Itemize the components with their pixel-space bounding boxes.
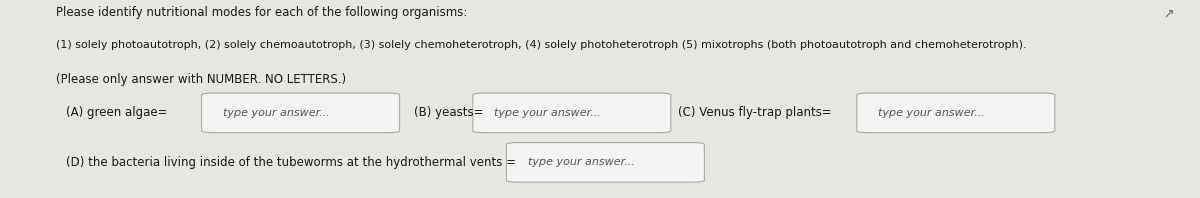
Text: (D) the bacteria living inside of the tubeworms at the hydrothermal vents =: (D) the bacteria living inside of the tu… <box>66 156 516 169</box>
FancyBboxPatch shape <box>202 93 400 133</box>
Text: ↗: ↗ <box>1163 8 1174 21</box>
Text: (C) Venus fly-trap plants=: (C) Venus fly-trap plants= <box>678 106 832 119</box>
Text: type your answer...: type your answer... <box>528 157 635 167</box>
FancyBboxPatch shape <box>506 143 704 182</box>
Text: (1) solely photoautotroph, (2) solely chemoautotroph, (3) solely chemoheterotrop: (1) solely photoautotroph, (2) solely ch… <box>56 40 1027 50</box>
Text: (B) yeasts=: (B) yeasts= <box>414 106 484 119</box>
Text: (A) green algae=: (A) green algae= <box>66 106 168 119</box>
Text: Please identify nutritional modes for each of the following organisms:: Please identify nutritional modes for ea… <box>56 6 468 19</box>
Text: type your answer...: type your answer... <box>878 108 985 118</box>
Text: type your answer...: type your answer... <box>494 108 601 118</box>
Text: (Please only answer with NUMBER. NO LETTERS.): (Please only answer with NUMBER. NO LETT… <box>56 73 347 86</box>
FancyBboxPatch shape <box>473 93 671 133</box>
Text: type your answer...: type your answer... <box>223 108 330 118</box>
FancyBboxPatch shape <box>857 93 1055 133</box>
